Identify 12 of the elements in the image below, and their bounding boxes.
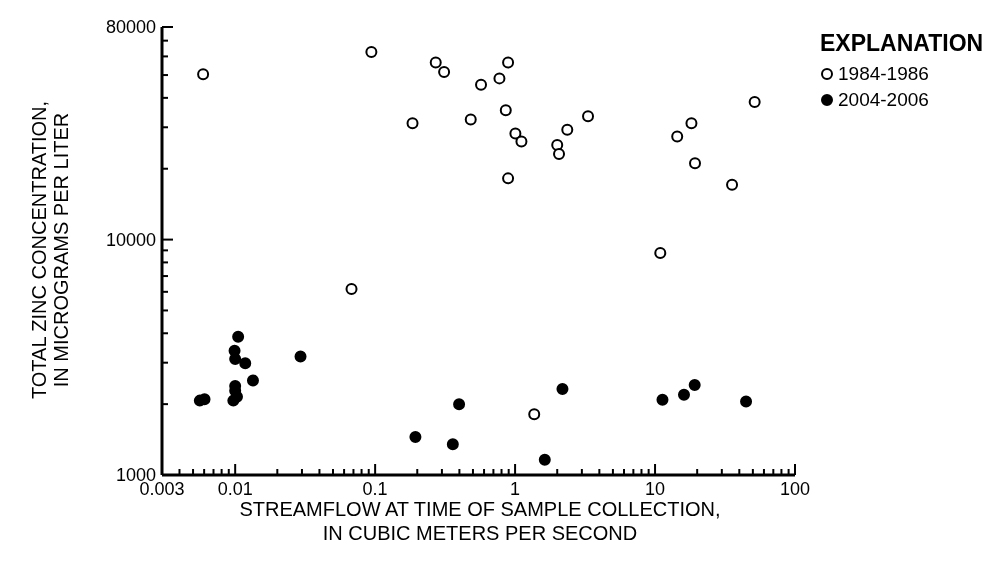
legend-label: 1984-1986 [838, 63, 929, 85]
y-tick-label: 10000 [105, 229, 156, 250]
x-tick-label: 0.1 [362, 479, 388, 499]
x-tick-label: 0.01 [217, 479, 253, 499]
y-axis-title: TOTAL ZINC CONCENTRATION, IN MICROGRAMS PER LITER [28, 100, 72, 400]
legend-label: 2004-2006 [838, 89, 929, 111]
x-tick-label: 10 [645, 479, 666, 499]
x-tick-label: 1 [510, 479, 521, 499]
legend-title: EXPLANATION [820, 30, 984, 57]
x-tick-label: 100 [779, 479, 811, 499]
y-tick-label: 80000 [105, 17, 156, 37]
x-axis-title: STREAMFLOW AT TIME OF SAMPLE COLLECTION, IN CUBIC METERS PER SECOND [238, 498, 722, 545]
